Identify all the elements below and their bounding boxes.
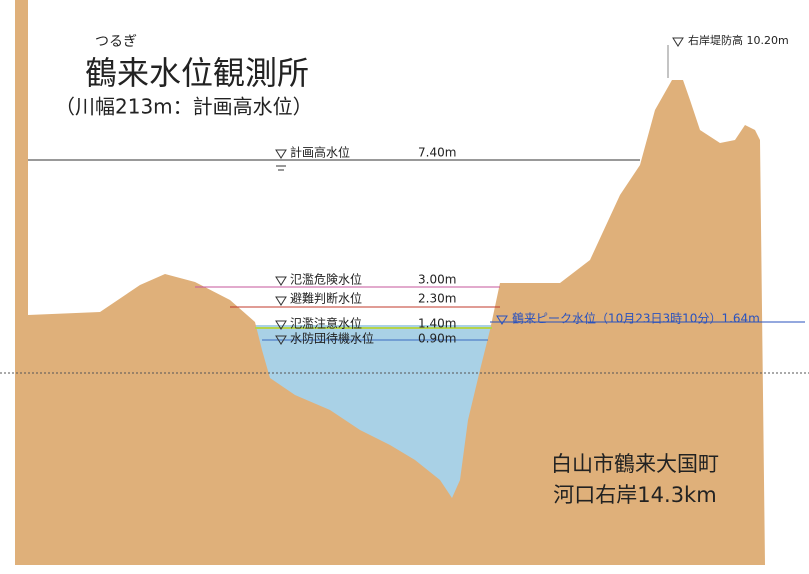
level-value: 3.00m — [418, 273, 456, 287]
level-name: 避難判断水位 — [290, 291, 362, 306]
location-line: 河口右岸14.3km — [553, 483, 716, 507]
level-value: 0.90m — [418, 332, 456, 346]
subtitle: （川幅213m：計画高水位） — [55, 95, 313, 119]
level-name: 水防団待機水位 — [290, 331, 374, 346]
location-line: 白山市鶴来大国町 — [551, 452, 719, 476]
peak-label: 鶴来ピーク水位（10月23日3時10分）1.64m — [512, 311, 760, 326]
level-name: 氾濫注意水位 — [290, 316, 362, 331]
level-name: 氾濫危険水位 — [290, 272, 362, 287]
ruby: つるぎ — [95, 34, 137, 50]
level-markers — [275, 37, 684, 345]
level-value: 2.30m — [418, 292, 456, 306]
level-name: 計画高水位 — [290, 145, 350, 160]
ground — [15, 0, 765, 565]
level-value: 7.40m — [418, 146, 456, 160]
title: 鶴来水位観測所 — [85, 54, 309, 92]
level-value: 1.40m — [418, 317, 456, 331]
dike-label: 右岸堤防高 10.20m — [688, 33, 789, 47]
